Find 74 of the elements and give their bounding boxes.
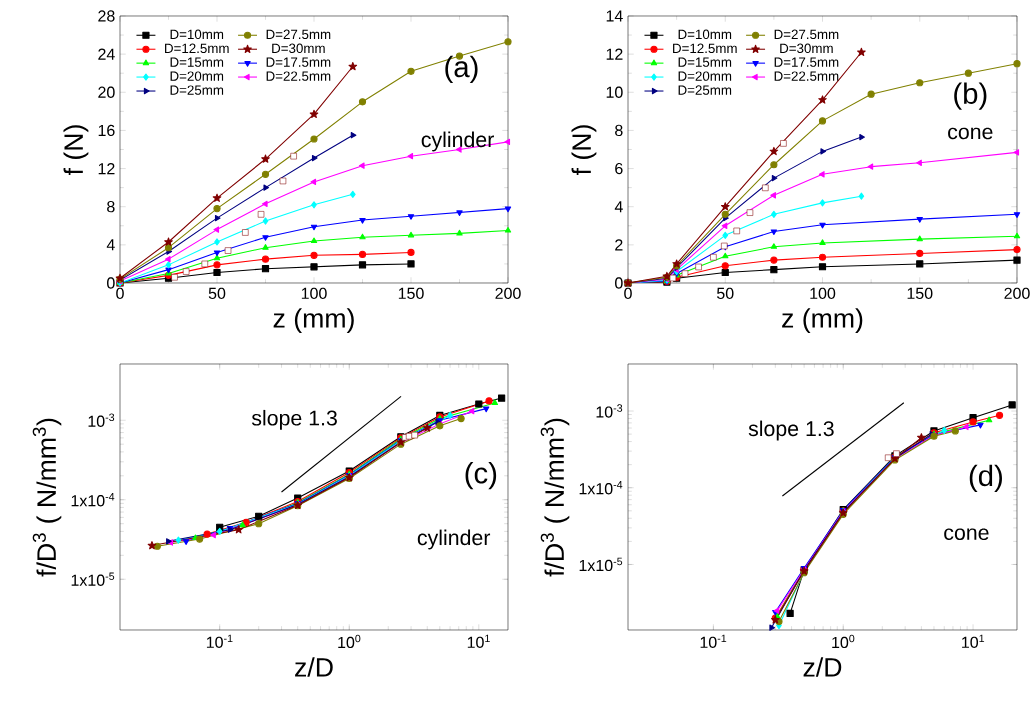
legend-label: D=27.5mm <box>774 29 839 40</box>
y-tick-label: 1x10$^{-5}$ <box>71 572 115 586</box>
legend-label: D=17.5mm <box>774 57 839 67</box>
y-tick-label: 8 <box>615 124 623 137</box>
legend-label: D=22.5mm <box>774 71 839 81</box>
legend-label: D=17.5mm <box>266 57 331 67</box>
y-tick-label: 6 <box>615 162 623 175</box>
legend-label: D=30mm <box>272 43 325 54</box>
legend-label: D=27.5mm <box>266 29 331 40</box>
y-tick-label: 20 <box>98 86 115 98</box>
x-axis-title: z/D <box>295 657 333 677</box>
x-tick-label: 200 <box>1004 287 1030 300</box>
annotation: (c) <box>465 462 497 490</box>
x-tick-label: 150 <box>907 287 933 300</box>
y-tick-label: 10$^{-3}$ <box>88 413 115 427</box>
y-axis-title: f (N) <box>63 125 89 176</box>
y-tick-label: 10 <box>606 86 623 98</box>
x-tick-label: 10$^{0}$ <box>832 634 855 649</box>
y-tick-label: 12 <box>98 162 115 175</box>
x-tick-label: 10$^{1}$ <box>962 634 985 648</box>
x-tick-label: 50 <box>208 287 226 300</box>
y-tick-label: 0 <box>107 277 115 289</box>
legend-label: D=25mm <box>170 85 224 95</box>
x-tick-label: 0 <box>116 287 124 300</box>
x-tick-label: 10$^{1}$ <box>467 634 490 648</box>
legend-label: D=30mm <box>780 43 833 54</box>
y-tick-label: 4 <box>106 239 115 251</box>
x-axis-title: z (mm) <box>273 308 354 334</box>
x-tick-label: 200 <box>495 287 521 300</box>
legend-label: D=12.5mm <box>165 43 229 54</box>
y-tick-label: 16 <box>98 124 115 137</box>
annotation: cone <box>944 528 989 541</box>
x-tick-label: 150 <box>398 287 424 300</box>
legend-label: D=10mm <box>678 29 732 40</box>
y-axis-title: f (N) <box>571 125 597 176</box>
legend-label: D=25mm <box>678 85 732 95</box>
legend-label: D=15mm <box>170 57 224 67</box>
y-tick-label: 24 <box>98 48 115 60</box>
y-tick-label: 0 <box>615 277 623 289</box>
annotation: slope 1.3 <box>748 420 834 441</box>
y-tick-label: 1x10$^{-4}$ <box>71 493 115 507</box>
x-tick-label: 100 <box>301 287 327 300</box>
y-axis-title: f/D$^{3}$ ( N/mm$^{3}$) <box>540 418 570 577</box>
x-tick-label: 0 <box>624 287 632 300</box>
x-tick-label: 10$^{-1}$ <box>206 634 233 648</box>
annotation: cylinder <box>417 529 491 550</box>
y-tick-label: 28 <box>98 10 115 22</box>
y-tick-label: 14 <box>606 10 623 22</box>
x-tick-label: 50 <box>717 287 734 300</box>
x-tick-label: 100 <box>810 287 836 300</box>
y-tick-label: 10$^{-3}$ <box>596 404 623 418</box>
y-tick-label: 2 <box>615 239 623 251</box>
y-tick-label: 8 <box>107 201 115 213</box>
annotation: cylinder <box>421 131 494 152</box>
legend-label: D=22.5mm <box>266 71 331 81</box>
x-axis-title: z (mm) <box>782 308 863 334</box>
y-tick-label: 12 <box>606 48 623 60</box>
annotation: (b) <box>954 82 987 110</box>
annotation: cone <box>948 127 993 140</box>
legend-label: D=15mm <box>678 57 732 67</box>
y-tick-label: 4 <box>614 201 623 213</box>
y-axis-title: f/D$^{3}$ ( N/mm$^{3}$) <box>32 418 62 577</box>
x-tick-label: 10$^{0}$ <box>338 634 361 649</box>
annotation: (d) <box>969 464 1002 493</box>
y-tick-label: 1x10$^{-4}$ <box>579 481 623 495</box>
annotation: slope 1.3 <box>251 409 337 430</box>
legend-label: D=20mm <box>170 71 224 81</box>
x-tick-label: 10$^{-1}$ <box>700 634 727 648</box>
x-axis-title: z/D <box>803 657 842 677</box>
legend-label: D=20mm <box>678 71 732 81</box>
y-tick-label: 1x10$^{-5}$ <box>579 557 623 572</box>
annotation: (a) <box>445 55 478 84</box>
legend-label: D=12.5mm <box>673 43 737 54</box>
legend-label: D=10mm <box>170 29 224 40</box>
